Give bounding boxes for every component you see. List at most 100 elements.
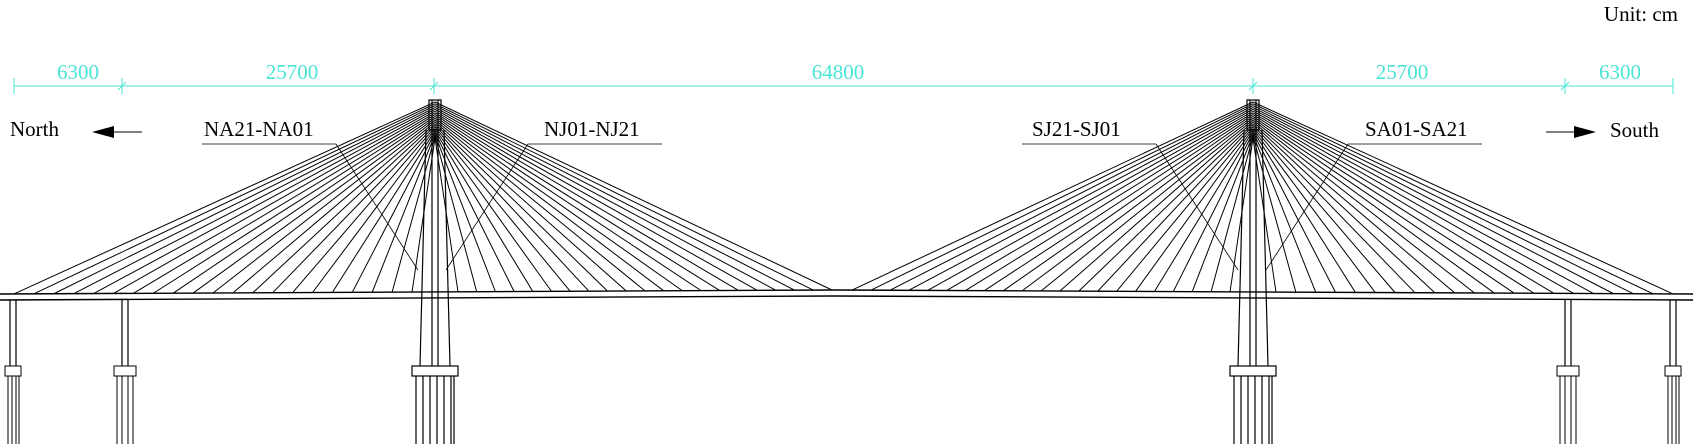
dim-span-2: 25700 [266, 60, 319, 84]
cables-nj-cable-6 [434, 110, 739, 291]
cables-sj-cable-9 [1002, 115, 1254, 292]
unit-label: Unit: cm [1604, 2, 1678, 26]
cables-sa-cable-15 [1252, 126, 1396, 293]
cable-group-nj-label: NJ01-NJ21 [544, 117, 640, 141]
cables-na-cable-1 [13, 101, 436, 295]
cables-sa-cable-5 [1252, 108, 1594, 294]
cables-sj-cable-16 [1135, 128, 1254, 292]
cables-sj-cable-13 [1078, 123, 1254, 292]
cables-sj-cable-3 [889, 105, 1254, 291]
cables-sj-cable-6 [946, 110, 1254, 291]
cables-na-cable-20 [391, 136, 436, 293]
cables-na-cable-18 [351, 132, 436, 293]
south-arrow [1546, 126, 1596, 138]
cables-sj-cable-8 [984, 114, 1254, 292]
dim-span-4: 25700 [1376, 60, 1429, 84]
cables-sj-cable-7 [965, 112, 1254, 292]
dimension-line [13, 78, 1674, 94]
dim-span-3: 64800 [812, 60, 865, 84]
cables-nj-cable-14 [434, 125, 590, 292]
cables-sj-cable-10 [1021, 117, 1254, 292]
cables-na-cable-4 [73, 106, 436, 295]
cables-nj-cable-19 [434, 134, 496, 292]
cables-sa-cable-10 [1252, 117, 1495, 294]
cables-sj-cable-4 [908, 106, 1254, 291]
cables-na-cable-3 [53, 105, 436, 295]
cables-sj-cable-15 [1116, 126, 1254, 292]
cables-sj-cable-14 [1097, 125, 1254, 292]
cables-na-cable-6 [113, 110, 436, 294]
cable-group-na-label: NA21-NA01 [204, 117, 314, 141]
cables-sa-cable-17 [1252, 130, 1356, 293]
bridge-deck [0, 289, 1693, 301]
cables-nj-cable-2 [434, 103, 814, 291]
cables-sj-cable-20 [1210, 136, 1254, 292]
cables-nj-cable-16 [434, 128, 552, 292]
cables-nj-cable-10 [434, 117, 665, 292]
cables-sj-cable-5 [927, 108, 1254, 291]
cables-na-cable-21 [411, 137, 436, 293]
cables-sa-cable-8 [1252, 114, 1535, 294]
cables-sa-cable-21 [1252, 137, 1277, 293]
cables-na-cable-7 [133, 112, 436, 294]
cables-sa-cable-3 [1252, 105, 1634, 295]
cables-nj-cable-20 [434, 136, 478, 292]
north-label: North [10, 117, 59, 141]
cables-sa-cable-6 [1252, 110, 1574, 294]
cables-nj-cable-5 [434, 108, 758, 291]
cables-sa-cable-11 [1252, 119, 1475, 294]
cables-nj-cable-9 [434, 115, 683, 292]
pier-2 [113, 300, 137, 444]
cables-nj-cable-17 [434, 130, 534, 292]
cables-sj-cable-19 [1191, 134, 1254, 292]
cables-sa-cable-18 [1252, 132, 1336, 293]
cables-nj-cable-15 [434, 126, 571, 292]
cables-sa-cable-14 [1252, 125, 1416, 294]
cables-na-cable-9 [172, 115, 436, 294]
cable-group-sj-label: SJ21-SJ01 [1032, 117, 1121, 141]
stay-cables-na [13, 101, 436, 295]
cables-sa-cable-20 [1252, 136, 1297, 293]
cables-sa-cable-9 [1252, 115, 1515, 294]
cables-nj-cable-18 [434, 132, 515, 292]
cables-nj-cable-12 [434, 121, 627, 292]
cables-nj-cable-8 [434, 114, 702, 292]
cables-na-cable-10 [192, 117, 436, 294]
cables-sj-cable-18 [1172, 132, 1254, 292]
north-arrow [92, 126, 142, 138]
cables-sa-cable-7 [1252, 112, 1555, 294]
stay-cables-sa [1252, 101, 1674, 295]
cables-sj-cable-17 [1153, 130, 1254, 292]
stay-cables-nj [434, 101, 833, 292]
cables-na-cable-5 [93, 108, 436, 294]
cable-group-nj-leader [445, 143, 662, 271]
dim-span-1: 6300 [57, 60, 99, 84]
stay-cables-sj [851, 101, 1254, 292]
cables-na-cable-14 [272, 125, 436, 294]
pier-5 [1556, 300, 1580, 444]
cables-na-cable-17 [331, 130, 436, 293]
south-label: South [1610, 118, 1660, 142]
cables-sa-cable-12 [1252, 121, 1455, 294]
cables-sa-cable-19 [1252, 134, 1317, 293]
cables-sa-cable-13 [1252, 123, 1436, 294]
cables-sa-cable-2 [1252, 103, 1654, 295]
cables-nj-cable-21 [434, 137, 459, 292]
pier-6 [1664, 300, 1682, 444]
cables-na-cable-8 [153, 114, 436, 294]
cables-na-cable-15 [292, 126, 436, 293]
cables-sj-cable-12 [1059, 121, 1254, 292]
cables-sa-cable-4 [1252, 106, 1614, 295]
cable-group-sa-leader [1265, 143, 1482, 271]
dim-span-5: 6300 [1599, 60, 1641, 84]
cables-sj-cable-21 [1229, 137, 1254, 292]
cables-nj-cable-7 [434, 112, 721, 291]
cables-nj-cable-1 [434, 101, 833, 291]
cables-nj-cable-11 [434, 119, 646, 292]
cable-group-sa-label: SA01-SA21 [1365, 117, 1468, 141]
cables-na-cable-2 [33, 103, 436, 295]
cables-sj-cable-11 [1040, 119, 1254, 292]
cables-sj-cable-1 [851, 101, 1254, 291]
cables-nj-cable-3 [434, 105, 795, 291]
